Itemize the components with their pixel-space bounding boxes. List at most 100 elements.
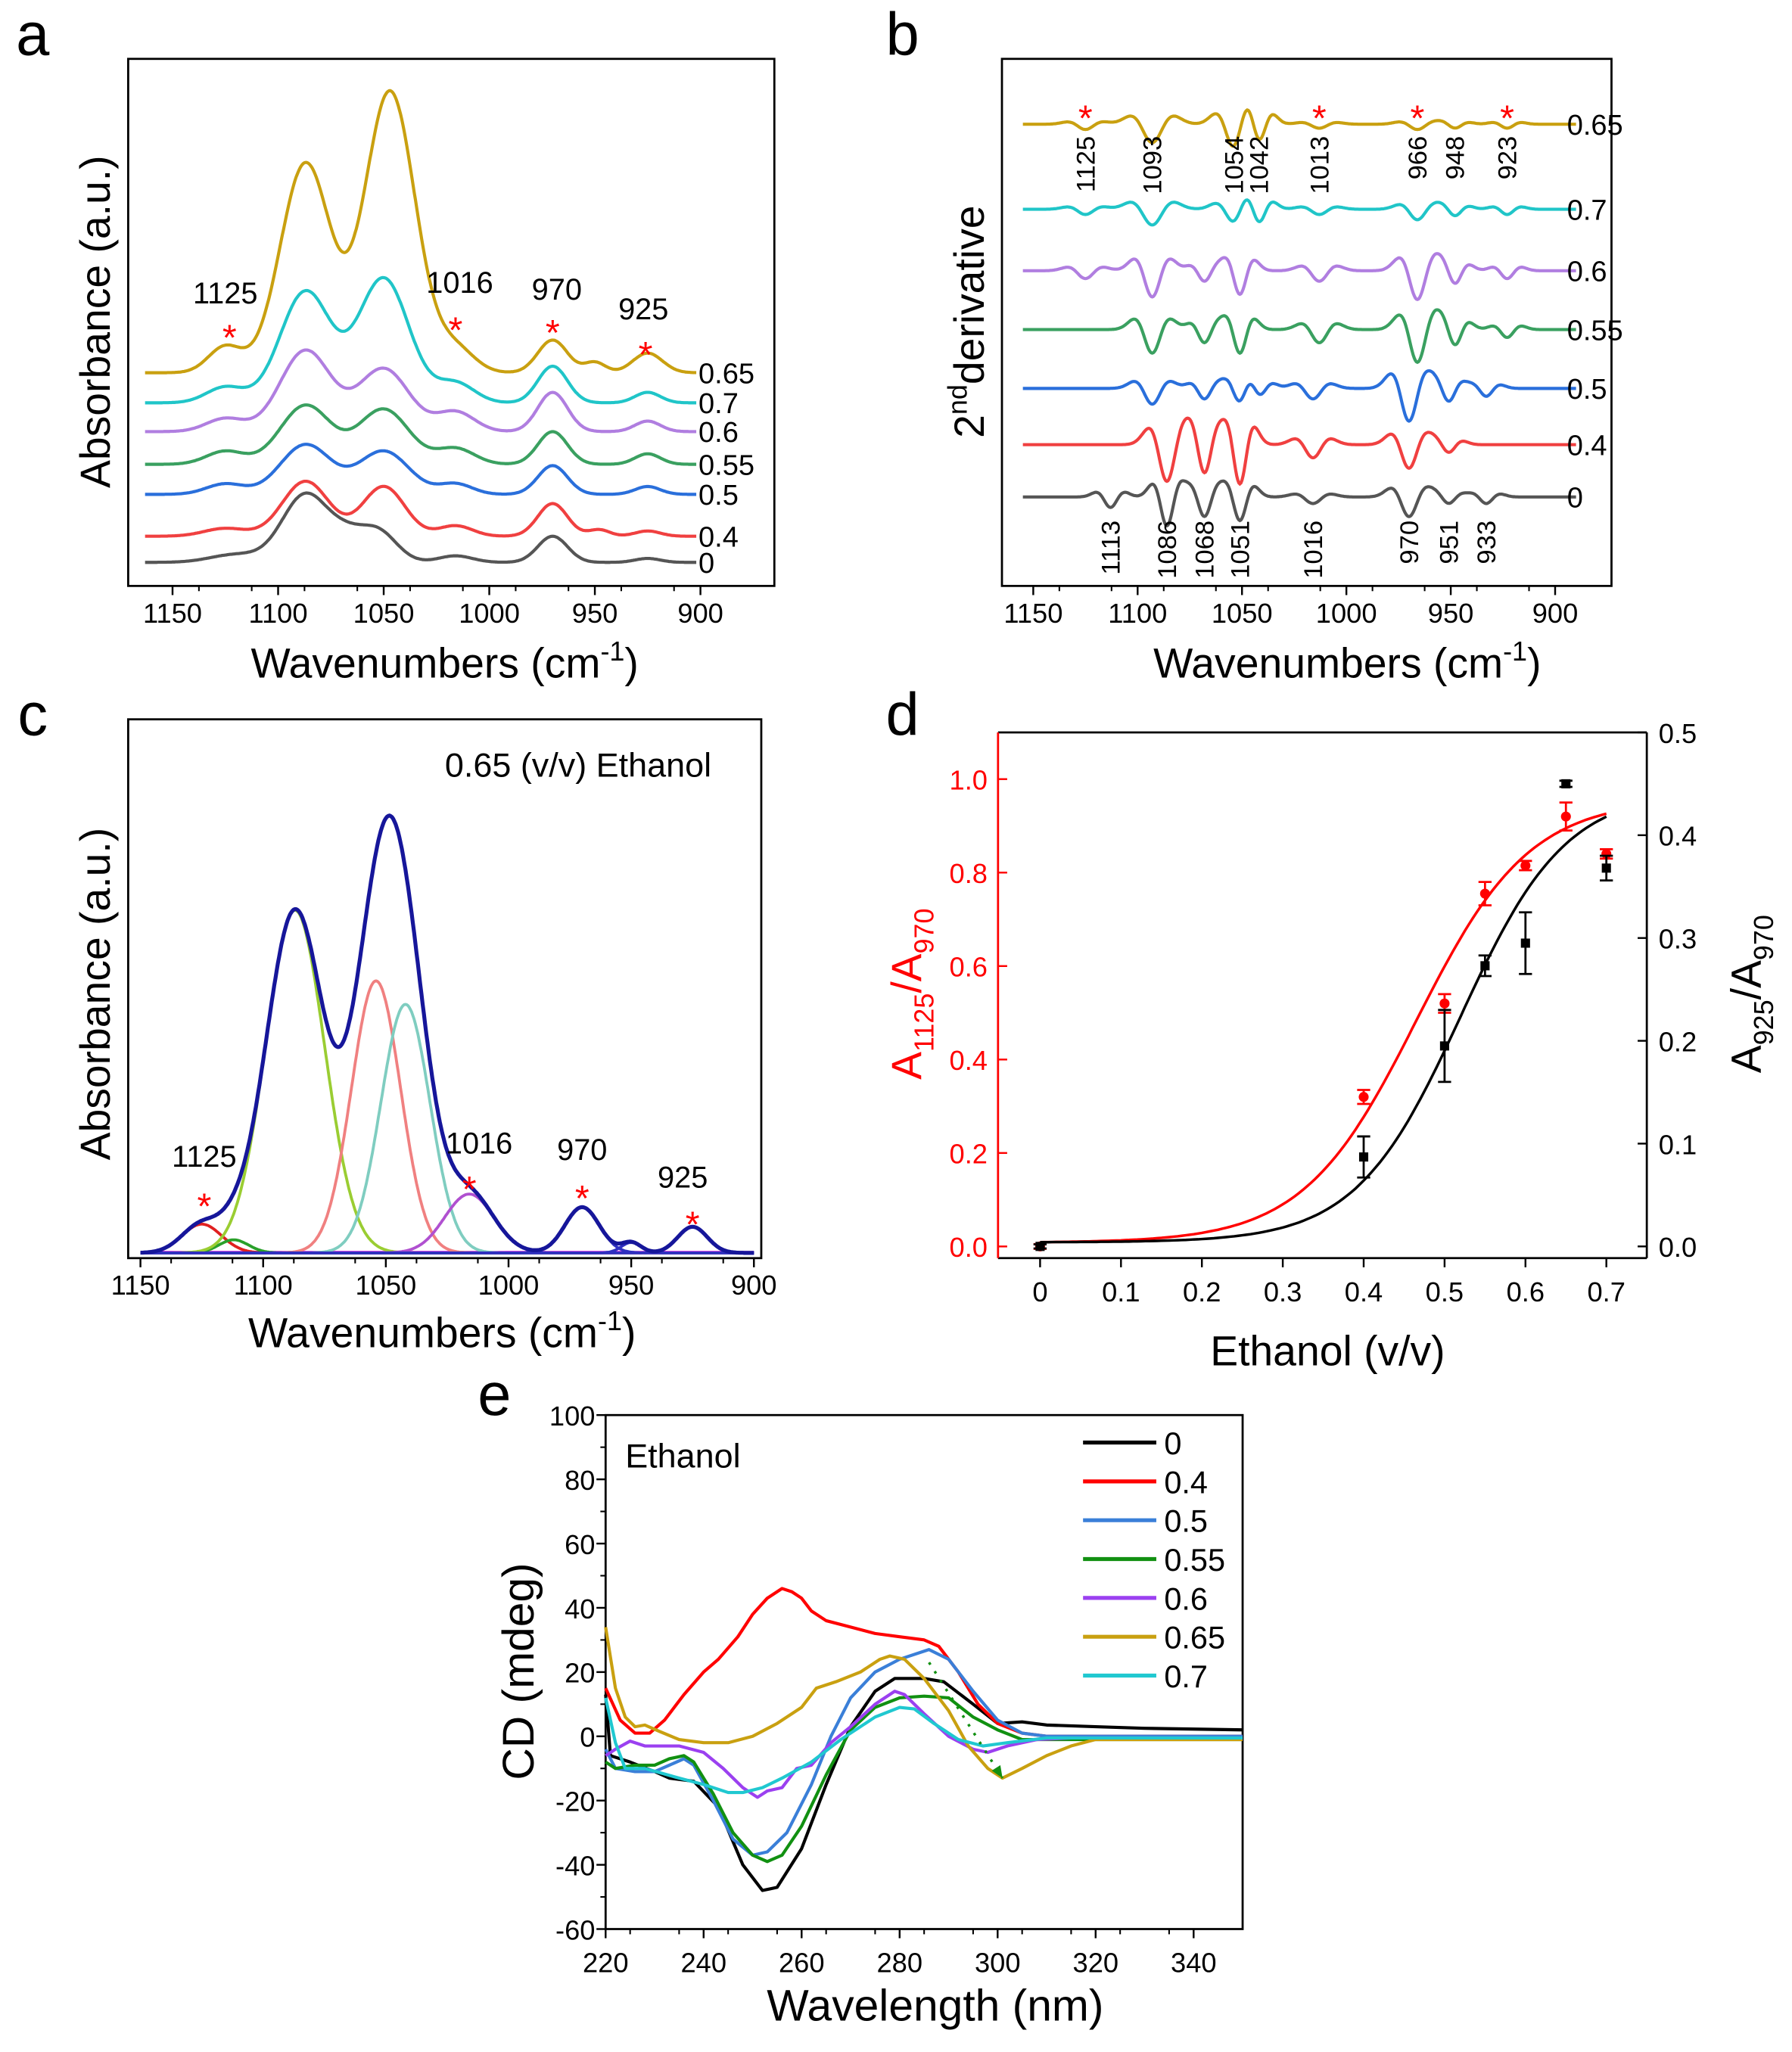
data-point-circle (1439, 998, 1450, 1009)
panel-c-xlabel: Wavenumbers (cm-1) (248, 1305, 636, 1356)
component-peak-1087 (140, 909, 754, 1255)
trend-arrow (928, 1662, 1004, 1779)
spectrum-line-0.4 (145, 480, 697, 538)
band-label-top: 1054 (1220, 136, 1249, 194)
derivative-line-0.7 (1022, 198, 1576, 227)
y-tick-label-left: 0.0 (950, 1232, 988, 1263)
y-tick-label-right: 0.5 (1659, 718, 1697, 749)
x-tick-label: 280 (877, 1948, 923, 1979)
legend-label: 0.7 (1164, 1659, 1208, 1694)
x-tick-label: 0.2 (1183, 1276, 1221, 1307)
y-tick-label: 20 (565, 1658, 595, 1689)
y-tick-label-right: 0.1 (1659, 1129, 1697, 1160)
data-point-circle (1520, 860, 1531, 871)
y-tick-label-left: 0.2 (950, 1139, 988, 1170)
panel-b-xlabel: Wavenumbers (cm-1) (1153, 636, 1541, 686)
peak-label: 1016 (446, 1127, 512, 1161)
derivative-line-0.6 (1022, 252, 1576, 302)
x-tick-label: 300 (975, 1948, 1021, 1979)
series-label: 0 (698, 548, 714, 580)
x-tick-label: 1000 (1316, 598, 1377, 629)
x-tick-label: 1100 (248, 598, 307, 629)
data-point-square (1480, 961, 1490, 971)
data-point-square (1601, 863, 1611, 873)
spectrum-line-0.5 (145, 443, 697, 496)
data-point-square (1561, 779, 1571, 788)
x-tick-label: 0.4 (1345, 1276, 1383, 1307)
series-label: 0.4 (698, 522, 739, 554)
y-tick-label-right: 0.2 (1659, 1026, 1697, 1057)
panel-letter-e: e (478, 1360, 511, 1428)
x-tick-label: 340 (1171, 1948, 1217, 1979)
band-label-top: 1013 (1305, 136, 1334, 194)
y-tick-label-left: 1.0 (950, 765, 988, 796)
legend-label: 0.65 (1164, 1620, 1225, 1656)
legend-label: 0.6 (1164, 1581, 1208, 1616)
data-point-circle (1560, 811, 1571, 822)
x-tick-label: 1100 (1108, 598, 1167, 629)
panel-c-title: 0.65 (v/v) Ethanol (445, 746, 711, 785)
panel-d-ylabel-left-part: 970 (908, 908, 939, 953)
panel-c-xlabel-part: Wavenumbers (cm (248, 1309, 598, 1356)
panel-letter-c: c (17, 680, 48, 748)
y-tick-label-left: 0.6 (950, 952, 988, 983)
series-label: 0.55 (698, 449, 754, 481)
peak-label: 925 (658, 1161, 708, 1194)
peak-label: 970 (557, 1133, 607, 1167)
panel-c-xlabel-part: ) (622, 1309, 636, 1356)
star-marker: * (197, 1186, 211, 1227)
panel-d-ylabel-left: A1125/A970 (883, 908, 940, 1079)
x-tick-label: 0.3 (1264, 1276, 1302, 1307)
legend-label: 0.5 (1164, 1503, 1208, 1539)
star-marker: * (639, 335, 653, 376)
band-label-top: 948 (1442, 136, 1470, 180)
band-label-bottom: 933 (1473, 521, 1501, 564)
panel-c-frame (127, 718, 763, 1260)
panel-letter-a: a (16, 1, 50, 68)
cd-line-0.7 (604, 1697, 1243, 1795)
band-label-bottom: 1051 (1227, 521, 1255, 579)
series-label: 0.5 (1567, 374, 1607, 406)
x-tick-label: 320 (1073, 1948, 1119, 1979)
fit-curve-square (1040, 815, 1607, 1244)
series-label: 0.65 (698, 358, 754, 390)
panel-b-xlabel-part: ) (1527, 639, 1541, 686)
panel-c-xlabel-part: -1 (598, 1305, 622, 1336)
x-tick-label: 950 (608, 1270, 655, 1301)
band-label-bottom: 1086 (1153, 521, 1182, 579)
x-tick-label: 1050 (1212, 598, 1273, 629)
panel-e-ylabel: CD (mdeg) (494, 1562, 543, 1780)
panel-d-ylabel-right-part: /A (1723, 960, 1770, 1000)
spectrum-line-0 (145, 491, 697, 564)
panel-b-ylabel-part: 2 (946, 415, 993, 438)
panel-a-frame (127, 58, 776, 587)
panel-letter-d: d (886, 680, 919, 748)
series-label: 0.4 (1567, 431, 1607, 462)
data-point-square (1520, 938, 1530, 948)
x-tick-label: 1150 (1003, 598, 1062, 629)
legend-label: 0.55 (1164, 1542, 1225, 1578)
data-point-square (1035, 1242, 1045, 1251)
x-tick-label: 0.5 (1426, 1276, 1464, 1307)
band-label-bottom: 1068 (1191, 521, 1220, 579)
star-marker: * (448, 310, 462, 351)
x-tick-label: 900 (677, 598, 723, 629)
star-marker: * (1500, 98, 1514, 139)
peak-label: 1125 (193, 277, 257, 310)
panel-b-xlabel-part: Wavenumbers (cm (1153, 639, 1503, 686)
star-marker: * (222, 318, 237, 359)
x-tick-label: 1000 (478, 1270, 540, 1301)
panel-a-xlabel: Wavenumbers (cm-1) (251, 636, 639, 686)
arrow-head-icon (991, 1764, 1003, 1778)
star-marker: * (462, 1169, 477, 1210)
series-label: 0.5 (698, 480, 739, 511)
y-tick-label: 0 (580, 1722, 595, 1753)
fit-curve-circle (1040, 812, 1607, 1244)
y-tick-label-right: 0.3 (1659, 924, 1697, 955)
y-tick-label: 60 (565, 1529, 595, 1560)
panel-d-ylabel-right-part: A (1723, 1045, 1770, 1073)
spectrum-line-0.65 (145, 89, 697, 375)
cd-line-0.65 (604, 1627, 1243, 1780)
derivative-line-0 (1022, 479, 1576, 528)
